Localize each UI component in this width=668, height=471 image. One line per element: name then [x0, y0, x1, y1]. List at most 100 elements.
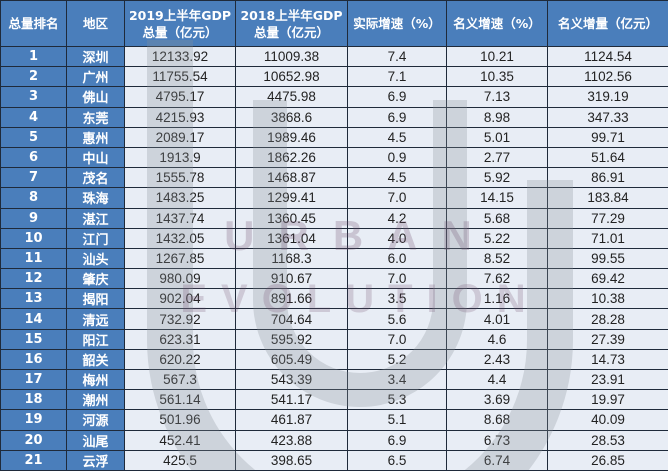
table-row: 15 阳江 623.31 595.92 7.0 4.6 27.39 [0, 328, 668, 350]
region-cell: 珠海 [66, 187, 125, 209]
table-row: 1 深圳 12133.92 11009.38 7.4 10.21 1124.54 [0, 45, 668, 68]
real-growth-cell: 7.4 [347, 45, 447, 68]
nominal-growth-cell: 5.01 [446, 126, 548, 148]
table-row: 7 茂名 1555.78 1468.87 4.5 5.92 86.91 [0, 167, 668, 189]
gdp2018-cell: 11009.38 [235, 45, 348, 68]
nominal-growth-cell: 10.21 [446, 45, 548, 68]
region-cell: 汕头 [66, 247, 125, 270]
region-cell: 广州 [66, 66, 125, 88]
nominal-increase-cell: 99.71 [547, 126, 668, 148]
gdp2019-cell: 1437.74 [124, 207, 236, 229]
real-growth-cell: 6.5 [347, 449, 447, 471]
region-cell: 韶关 [66, 348, 125, 371]
gdp2019-cell: 980.09 [124, 268, 236, 290]
nominal-increase-cell: 28.28 [547, 308, 668, 330]
gdp2018-cell: 1360.45 [235, 207, 348, 229]
gdp2019-cell: 425.5 [124, 449, 236, 471]
real-growth-cell: 6.0 [347, 247, 447, 270]
real-growth-cell: 7.0 [347, 328, 447, 350]
rank-cell: 1 [0, 45, 67, 68]
nominal-growth-cell: 2.43 [446, 348, 548, 371]
nominal-growth-cell: 5.22 [446, 227, 548, 249]
region-cell: 梅州 [66, 368, 125, 391]
region-cell: 江门 [66, 227, 125, 249]
table-row: 19 河源 501.96 461.87 5.1 8.68 40.09 [0, 409, 668, 431]
region-cell: 惠州 [66, 126, 125, 148]
gdp2019-cell: 623.31 [124, 328, 236, 350]
gdp2019-cell: 1267.85 [124, 247, 236, 270]
nominal-increase-cell: 1102.56 [547, 66, 668, 88]
real-growth-cell: 7.1 [347, 66, 447, 88]
nominal-growth-cell: 4.4 [446, 368, 548, 391]
nominal-increase-cell: 26.85 [547, 449, 668, 471]
region-cell: 中山 [66, 146, 125, 169]
real-growth-cell: 6.9 [347, 106, 447, 128]
header-nominal-growth: 名义增速（%） [446, 0, 548, 47]
table-row: 11 汕头 1267.85 1168.3 6.0 8.52 99.55 [0, 247, 668, 270]
table-row: 20 汕尾 452.41 423.88 6.9 6.73 28.53 [0, 429, 668, 451]
gdp2019-cell: 567.3 [124, 368, 236, 391]
gdp2019-cell: 620.22 [124, 348, 236, 371]
header-rank: 总量排名 [0, 0, 67, 47]
rank-cell: 11 [0, 247, 67, 270]
nominal-growth-cell: 7.13 [446, 86, 548, 108]
real-growth-cell: 4.0 [347, 227, 447, 249]
nominal-increase-cell: 19.97 [547, 389, 668, 411]
gdp2018-cell: 704.64 [235, 308, 348, 330]
nominal-increase-cell: 319.19 [547, 86, 668, 108]
header-row: 总量排名 地区 2019上半年GDP 总量（亿元） 2018上半年GDP 总量（亿元… [0, 0, 668, 47]
nominal-increase-cell: 71.01 [547, 227, 668, 249]
gdp2018-cell: 605.49 [235, 348, 348, 371]
nominal-growth-cell: 14.15 [446, 187, 548, 209]
region-cell: 揭阳 [66, 288, 125, 310]
gdp2018-cell: 541.17 [235, 389, 348, 411]
gdp2018-cell: 1468.87 [235, 167, 348, 189]
rank-cell: 7 [0, 167, 67, 189]
nominal-increase-cell: 99.55 [547, 247, 668, 270]
rank-cell: 15 [0, 328, 67, 350]
rank-cell: 12 [0, 268, 67, 290]
gdp2018-cell: 1168.3 [235, 247, 348, 270]
rank-cell: 16 [0, 348, 67, 371]
gdp2019-cell: 1913.9 [124, 146, 236, 169]
rank-cell: 2 [0, 66, 67, 88]
rank-cell: 10 [0, 227, 67, 249]
gdp2018-cell: 910.67 [235, 268, 348, 290]
table-row: 16 韶关 620.22 605.49 5.2 2.43 14.73 [0, 348, 668, 371]
nominal-growth-cell: 6.73 [446, 429, 548, 451]
rank-cell: 13 [0, 288, 67, 310]
nominal-growth-cell: 8.68 [446, 409, 548, 431]
header-region: 地区 [66, 0, 125, 47]
table-row: 2 广州 11755.54 10652.98 7.1 10.35 1102.56 [0, 66, 668, 88]
table-row: 12 肇庆 980.09 910.67 7.0 7.62 69.42 [0, 268, 668, 290]
gdp2018-cell: 423.88 [235, 429, 348, 451]
header-gdp2019: 2019上半年GDP 总量（亿元） [124, 0, 236, 47]
nominal-increase-cell: 183.84 [547, 187, 668, 209]
rank-cell: 3 [0, 86, 67, 108]
real-growth-cell: 7.0 [347, 187, 447, 209]
nominal-growth-cell: 5.92 [446, 167, 548, 189]
table-row: 17 梅州 567.3 543.39 3.4 4.4 23.91 [0, 368, 668, 391]
rank-cell: 17 [0, 368, 67, 391]
gdp2019-cell: 11755.54 [124, 66, 236, 88]
real-growth-cell: 4.5 [347, 167, 447, 189]
real-growth-cell: 3.5 [347, 288, 447, 310]
region-cell: 茂名 [66, 167, 125, 189]
real-growth-cell: 4.2 [347, 207, 447, 229]
rank-cell: 8 [0, 187, 67, 209]
nominal-growth-cell: 5.68 [446, 207, 548, 229]
region-cell: 汕尾 [66, 429, 125, 451]
nominal-increase-cell: 69.42 [547, 268, 668, 290]
real-growth-cell: 6.9 [347, 86, 447, 108]
nominal-increase-cell: 28.53 [547, 429, 668, 451]
real-growth-cell: 6.9 [347, 429, 447, 451]
nominal-growth-cell: 3.69 [446, 389, 548, 411]
rank-cell: 21 [0, 449, 67, 471]
real-growth-cell: 3.4 [347, 368, 447, 391]
nominal-growth-cell: 10.35 [446, 66, 548, 88]
region-cell: 佛山 [66, 86, 125, 108]
table-row: 3 佛山 4795.17 4475.98 6.9 7.13 319.19 [0, 86, 668, 108]
nominal-increase-cell: 77.29 [547, 207, 668, 229]
rank-cell: 9 [0, 207, 67, 229]
gdp2018-cell: 461.87 [235, 409, 348, 431]
